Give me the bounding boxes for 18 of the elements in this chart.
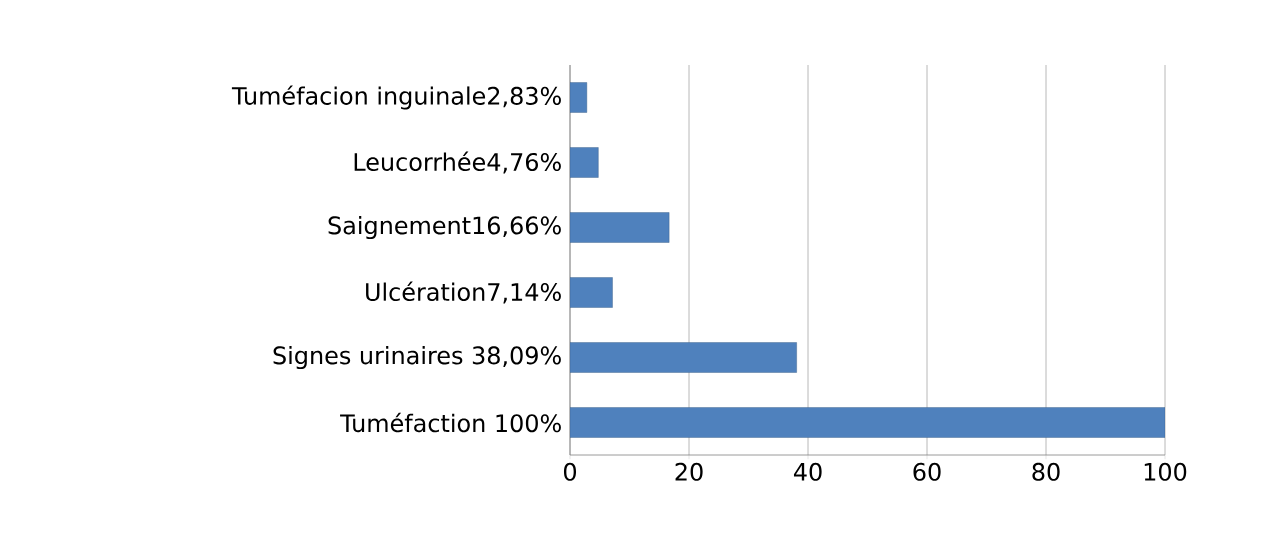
x-tick-label: 100 [1144,462,1187,481]
y-tick-label: Signes urinaires 38,09% [273,345,561,370]
y-tick-label: Saignement16,66% [328,215,561,240]
x-tick-label: 20 [675,462,703,481]
bar [570,277,613,308]
y-tick-label: Leucorrhée4,76% [354,151,561,174]
x-tick-label: 0 [563,462,577,481]
x-tick-label: 40 [793,462,822,481]
y-tick-label: Ulcération7,14% [366,281,561,304]
x-tick-label: 80 [1032,462,1060,481]
bar [570,147,599,178]
y-tick-label: Tuméfacion inguinale2,83% [231,85,561,110]
bar [570,407,1166,438]
bar [570,82,588,113]
y-tick-label: Tuméfaction 100% [340,412,561,433]
bar [570,212,670,243]
bar [570,342,797,373]
x-tick-label: 60 [913,462,941,481]
